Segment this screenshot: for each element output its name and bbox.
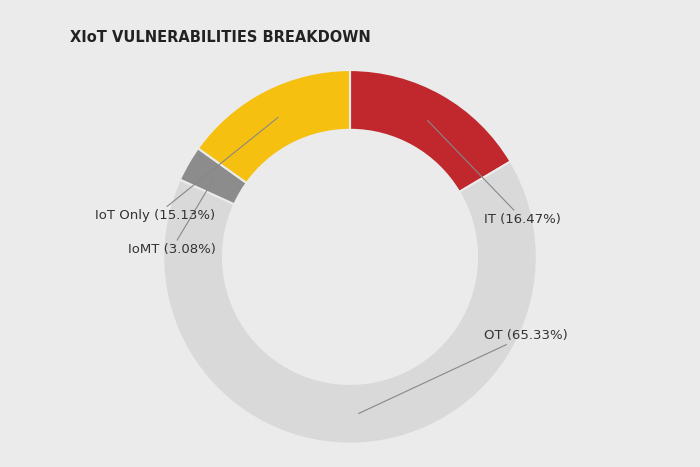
Wedge shape (180, 149, 246, 204)
Text: IT (16.47%): IT (16.47%) (428, 120, 561, 226)
Text: XIoT VULNERABILITIES BREAKDOWN: XIoT VULNERABILITIES BREAKDOWN (70, 30, 371, 45)
Wedge shape (163, 162, 537, 444)
Text: IoMT (3.08%): IoMT (3.08%) (127, 178, 216, 256)
Wedge shape (198, 70, 350, 183)
Text: IoT Only (15.13%): IoT Only (15.13%) (95, 117, 278, 222)
Text: OT (65.33%): OT (65.33%) (358, 329, 568, 413)
Wedge shape (350, 70, 510, 192)
